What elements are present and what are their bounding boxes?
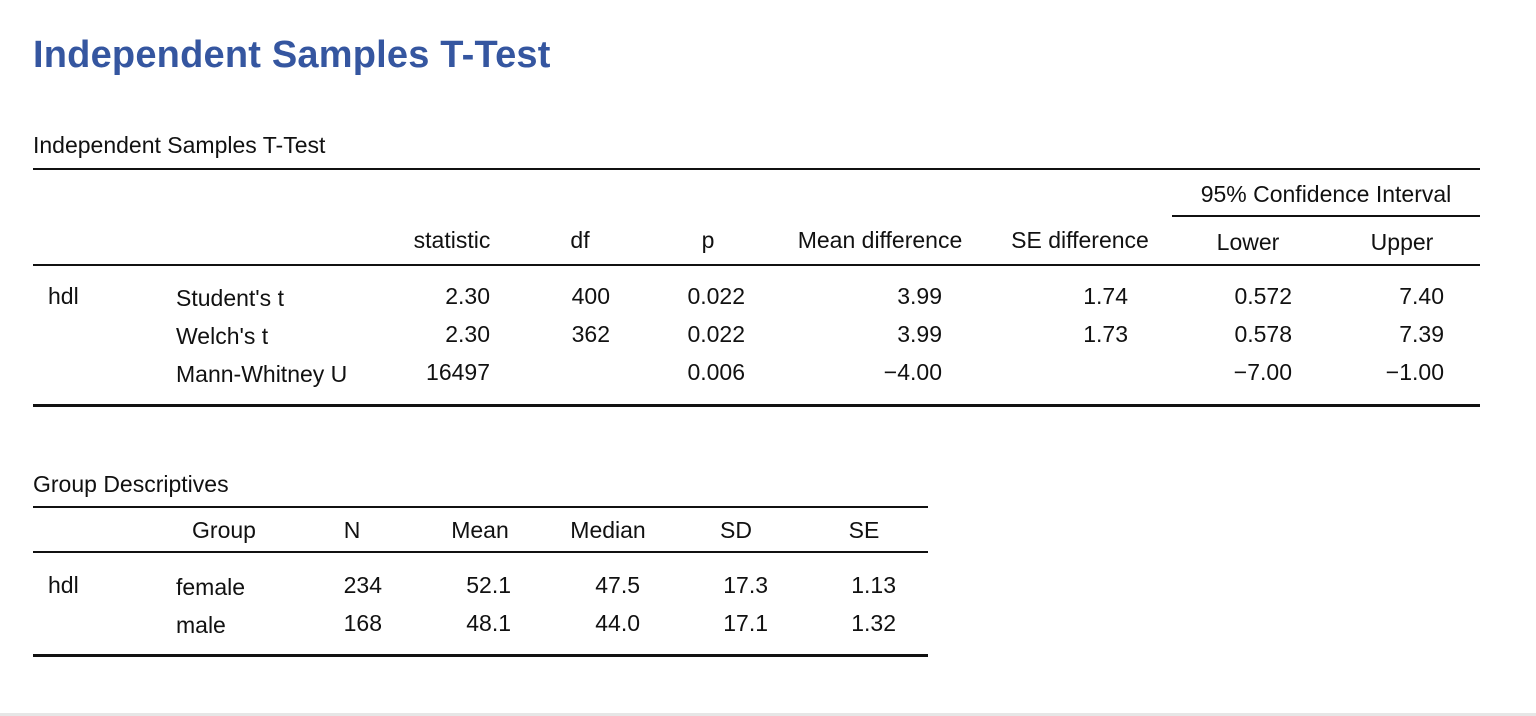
test-name: Welch's t [176, 323, 269, 349]
mean-difference-value: −4.00 [883, 359, 942, 385]
df-value: 400 [571, 283, 610, 309]
df-value: 362 [571, 321, 610, 347]
mean-difference-value: 3.99 [897, 283, 942, 309]
col-header-sd: SD [720, 517, 752, 543]
col-header-mean-difference: Mean difference [797, 227, 963, 253]
ci-lower-value: 0.578 [1234, 321, 1292, 347]
ci-lower-value: −7.00 [1233, 359, 1292, 385]
col-header-se: SE [848, 517, 880, 543]
ttest-bottom-rule [33, 404, 1480, 407]
col-header-upper: Upper [1370, 229, 1434, 255]
median-value: 44.0 [595, 610, 640, 636]
col-header-n: N [343, 517, 361, 543]
se-value: 1.32 [851, 610, 896, 636]
ttest-variable-label: hdl [48, 283, 79, 309]
ci-lower-value: 0.572 [1234, 283, 1292, 309]
ci-group-rule [1172, 215, 1480, 217]
n-value: 234 [343, 572, 382, 598]
col-header-df: df [570, 227, 590, 253]
sd-value: 17.1 [723, 610, 768, 636]
descriptives-header-rule [33, 551, 928, 553]
se-difference-value: 1.73 [1083, 321, 1128, 347]
ci-upper-value: 7.39 [1399, 321, 1444, 347]
col-header-mean: Mean [451, 517, 509, 543]
pane-bottom-border [0, 713, 1536, 716]
n-value: 168 [343, 610, 382, 636]
test-name: Student's t [176, 285, 284, 311]
group-name: female [176, 574, 246, 600]
test-name: Mann-Whitney U [176, 361, 348, 387]
col-header-median: Median [570, 517, 646, 543]
sd-value: 17.3 [723, 572, 768, 598]
descriptives-bottom-rule [33, 654, 928, 657]
ttest-top-rule [33, 168, 1480, 170]
ttest-table-caption: Independent Samples T-Test [33, 132, 326, 158]
col-header-group: Group [192, 517, 256, 543]
p-value: 0.022 [687, 283, 745, 309]
p-value: 0.006 [687, 359, 745, 385]
col-header-p: p [701, 227, 715, 253]
mean-difference-value: 3.99 [897, 321, 942, 347]
descriptives-variable-label: hdl [48, 572, 79, 598]
group-name: male [176, 612, 226, 638]
col-header-se-difference: SE difference [1011, 227, 1149, 253]
ci-group-header: 95% Confidence Interval [1200, 181, 1452, 207]
col-header-lower: Lower [1216, 229, 1280, 255]
descriptives-table-caption: Group Descriptives [33, 471, 229, 497]
se-difference-value: 1.74 [1083, 283, 1128, 309]
p-value: 0.022 [687, 321, 745, 347]
ci-upper-value: −1.00 [1385, 359, 1444, 385]
mean-value: 48.1 [466, 610, 511, 636]
median-value: 47.5 [595, 572, 640, 598]
statistic-value: 16497 [426, 359, 490, 385]
col-header-statistic: statistic [413, 227, 491, 253]
page-title: Independent Samples T-Test [33, 34, 551, 76]
mean-value: 52.1 [466, 572, 511, 598]
descriptives-top-rule [33, 506, 928, 508]
se-value: 1.13 [851, 572, 896, 598]
statistic-value: 2.30 [445, 321, 490, 347]
ci-upper-value: 7.40 [1399, 283, 1444, 309]
statistic-value: 2.30 [445, 283, 490, 309]
ttest-header-rule [33, 264, 1480, 266]
